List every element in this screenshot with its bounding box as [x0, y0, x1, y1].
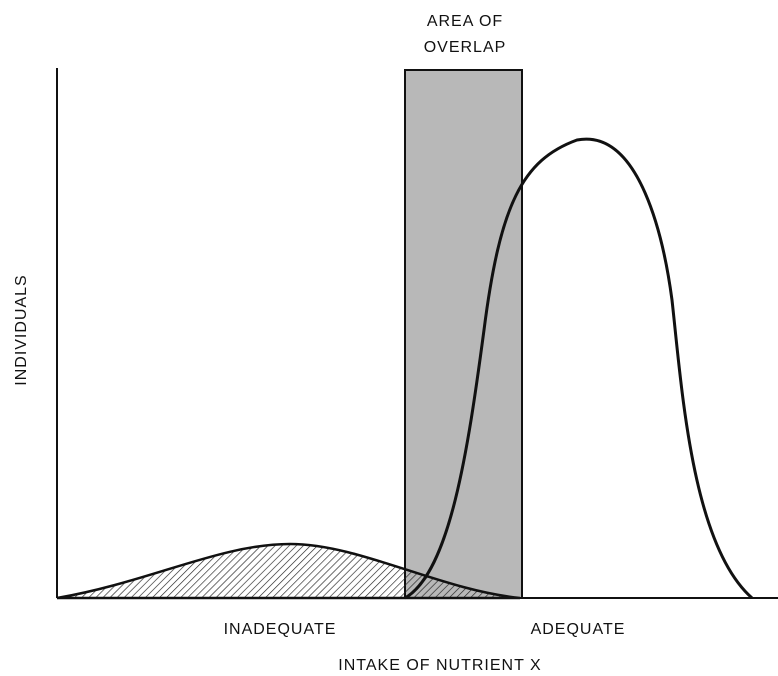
inadequate-curve — [56, 542, 521, 600]
region-label: INADEQUATE — [224, 621, 337, 638]
region-label: ADEQUATE — [531, 621, 626, 638]
annotation-line: OVERLAP — [424, 39, 507, 56]
annotation-line: AREA OF — [427, 13, 503, 30]
overlap-area — [404, 69, 523, 599]
y-axis-label: INDIVIDUALS — [13, 274, 30, 385]
x-axis-label: INTAKE OF NUTRIENT X — [338, 657, 541, 674]
adequate-curve — [404, 137, 753, 600]
